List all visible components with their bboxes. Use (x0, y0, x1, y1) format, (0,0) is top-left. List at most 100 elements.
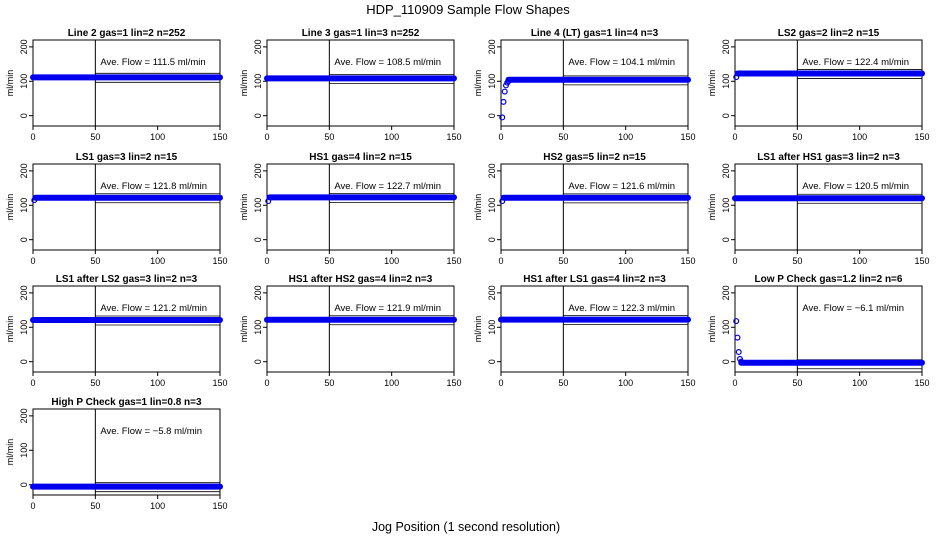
average-flow-annotation: Ave. Flow = 121.2 ml/min (100, 303, 207, 314)
y-tick-label: 0 (487, 237, 497, 242)
y-tick-label: 100 (721, 74, 731, 89)
data-point (734, 334, 741, 341)
x-tick-label: 0 (264, 132, 269, 142)
x-tick-label: 50 (558, 378, 568, 388)
y-tick-label: 100 (253, 320, 263, 335)
x-tick-label: 50 (324, 132, 334, 142)
y-tick-label: 0 (721, 237, 731, 242)
x-tick-label: 0 (732, 132, 737, 142)
panel-title: LS1 after LS2 gas=3 lin=2 n=3 (56, 274, 198, 285)
chart-panel-4: LS2 gas=2 lin=2 n=15 0 50 100 150 0 100 200 ml/m… (707, 28, 930, 142)
average-flow-annotation: Ave. Flow = 122.7 ml/min (334, 181, 441, 192)
data-point (499, 114, 506, 121)
y-tick-label: 0 (253, 359, 263, 364)
y-axis-label: ml/min (239, 194, 249, 221)
chart-panel-7: HS2 gas=5 lin=2 n=15 0 50 100 150 0 100 200 ml/m… (473, 152, 696, 266)
y-tick-label: 0 (253, 237, 263, 242)
y-tick-label: 0 (487, 113, 497, 118)
x-tick-label: 150 (212, 256, 227, 266)
y-tick-label: 200 (19, 285, 29, 300)
average-flow-annotation: Ave. Flow = −6.1 ml/min (802, 303, 904, 314)
x-tick-label: 0 (30, 378, 35, 388)
x-tick-label: 0 (498, 132, 503, 142)
y-tick-label: 100 (487, 320, 497, 335)
panel-title: Line 4 (LT) gas=1 lin=4 n=3 (531, 28, 659, 39)
x-tick-label: 50 (90, 378, 100, 388)
y-tick-label: 100 (19, 74, 29, 89)
x-tick-label: 0 (732, 378, 737, 388)
data-point (735, 349, 742, 356)
chart-panel-2: Line 3 gas=1 lin=3 n=252 0 50 100 150 0 100 200… (239, 28, 462, 142)
plot-frame (32, 39, 221, 127)
x-tick-label: 50 (792, 256, 802, 266)
plot-frame (32, 163, 221, 251)
x-tick-label: 100 (150, 378, 165, 388)
y-tick-label: 0 (721, 359, 731, 364)
x-tick-label: 150 (212, 132, 227, 142)
y-tick-label: 0 (487, 359, 497, 364)
y-tick-label: 100 (19, 320, 29, 335)
average-flow-annotation: Ave. Flow = 108.5 ml/min (334, 57, 441, 68)
data-point (505, 78, 512, 85)
y-axis-label: ml/min (239, 70, 249, 97)
x-tick-label: 50 (90, 256, 100, 266)
x-tick-label: 0 (264, 378, 269, 388)
chart-panel-12: Low P Check gas=1.2 lin=2 n=6 0 50 100 150 0 1… (707, 274, 930, 388)
panel-grid: Line 2 gas=1 lin=2 n=252 0 50 100 150 0 100 200… (5, 28, 930, 511)
chart-panel-5: LS1 gas=3 lin=2 n=15 0 50 100 150 0 100 200 ml/m… (5, 152, 228, 266)
y-axis-label: ml/min (473, 316, 483, 343)
panel-title: Line 2 gas=1 lin=2 n=252 (68, 28, 186, 39)
x-tick-label: 150 (680, 378, 695, 388)
data-point (265, 198, 272, 205)
y-tick-label: 200 (19, 163, 29, 178)
y-axis-label: ml/min (473, 70, 483, 97)
plot-frame (32, 408, 221, 496)
y-tick-label: 100 (19, 198, 29, 213)
panel-title: LS1 gas=3 lin=2 n=15 (76, 152, 178, 163)
plot-frame (32, 285, 221, 373)
y-axis-label: ml/min (5, 70, 15, 97)
x-tick-label: 50 (324, 256, 334, 266)
x-tick-label: 0 (264, 256, 269, 266)
data-point (733, 74, 740, 81)
panel-title: HS1 gas=4 lin=2 n=15 (309, 152, 412, 163)
y-tick-label: 0 (19, 359, 29, 364)
y-axis-label: ml/min (239, 316, 249, 343)
y-tick-label: 0 (19, 237, 29, 242)
x-tick-label: 0 (732, 256, 737, 266)
data-point (500, 98, 507, 105)
x-axis-label: Jog Position (1 second resolution) (372, 520, 560, 534)
x-tick-label: 150 (914, 378, 929, 388)
chart-panel-9: LS1 after LS2 gas=3 lin=2 n=3 0 50 100 150 0 1… (5, 274, 228, 388)
figure-title: HDP_110909 Sample Flow Shapes (366, 2, 570, 17)
panel-title: HS2 gas=5 lin=2 n=15 (543, 152, 646, 163)
x-tick-label: 100 (150, 501, 165, 511)
average-flow-annotation: Ave. Flow = 122.3 ml/min (568, 303, 675, 314)
x-tick-label: 100 (150, 256, 165, 266)
y-tick-label: 100 (19, 443, 29, 458)
data-point (499, 198, 506, 205)
x-tick-label: 150 (680, 132, 695, 142)
panel-title: Line 3 gas=1 lin=3 n=252 (302, 28, 420, 39)
data-point (738, 358, 745, 365)
y-tick-label: 0 (19, 482, 29, 487)
average-flow-annotation: Ave. Flow = 121.9 ml/min (334, 303, 441, 314)
x-tick-label: 100 (618, 256, 633, 266)
plot-frame (266, 163, 455, 251)
y-axis-label: ml/min (5, 194, 15, 221)
plot-frame (734, 163, 923, 251)
x-tick-label: 100 (618, 378, 633, 388)
plot-frame (500, 163, 689, 251)
panel-title: LS1 after HS1 gas=3 lin=2 n=3 (757, 152, 900, 163)
x-tick-label: 50 (324, 378, 334, 388)
plot-frame (734, 285, 923, 373)
x-tick-label: 100 (384, 256, 399, 266)
panel-title: HS1 after LS1 gas=4 lin=2 n=3 (523, 274, 666, 285)
data-point (733, 318, 740, 325)
y-tick-label: 200 (253, 285, 263, 300)
x-tick-label: 0 (498, 378, 503, 388)
y-tick-label: 100 (253, 198, 263, 213)
plot-frame (500, 285, 689, 373)
y-tick-label: 200 (487, 285, 497, 300)
